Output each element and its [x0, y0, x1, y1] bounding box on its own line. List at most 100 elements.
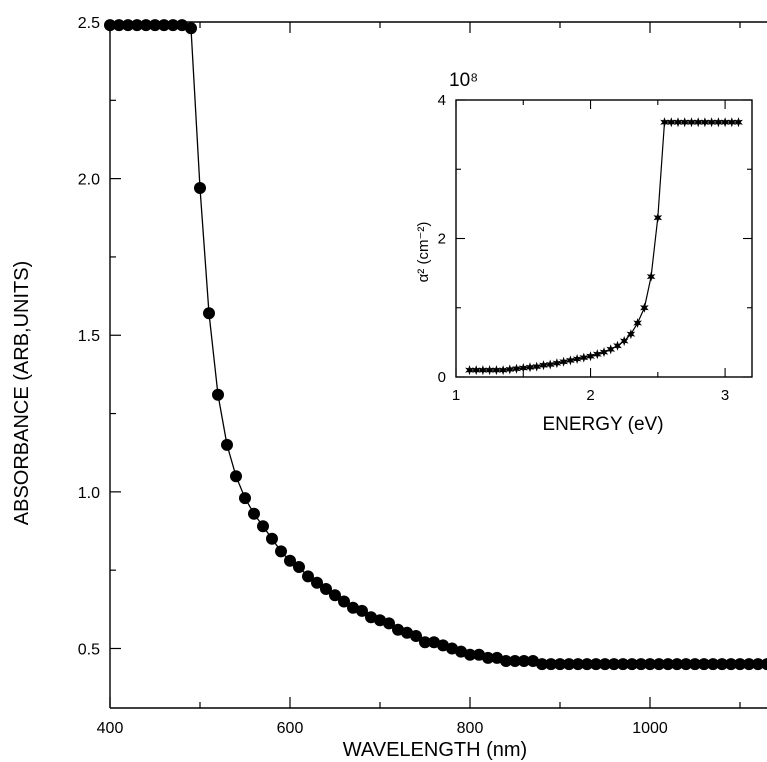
inset-data-point: [559, 356, 568, 367]
y-tick-label: 1.0: [78, 485, 100, 502]
data-point: [473, 648, 485, 661]
inset-data-point: [666, 117, 676, 128]
data-point: [212, 388, 224, 401]
data-point: [149, 19, 161, 32]
x-tick-label: 400: [97, 720, 124, 737]
data-point: [401, 626, 413, 639]
data-point: [500, 655, 512, 667]
data-point: [626, 658, 638, 671]
data-point: [599, 658, 611, 671]
inset-data-point: [673, 117, 683, 128]
data-point: [230, 470, 242, 483]
data-point: [122, 19, 134, 32]
data-point: [509, 655, 521, 667]
inset-data-point: [505, 364, 515, 375]
data-point: [113, 19, 125, 32]
data-point: [671, 658, 683, 671]
data-point: [140, 19, 152, 32]
main-series: [104, 19, 767, 671]
inset-frame-box: [455, 99, 753, 378]
data-point: [437, 639, 449, 652]
inset-data-point: [592, 349, 602, 360]
data-point: [284, 554, 296, 567]
inset-axis-ticks: [455, 99, 752, 378]
data-point: [329, 589, 341, 602]
data-point: [491, 651, 503, 664]
data-point: [338, 595, 350, 608]
inset-data-point: [646, 271, 656, 282]
inset-data-point: [734, 117, 743, 128]
y-axis-title: ABSORBANCE (ARB,UNITS): [11, 261, 33, 525]
inset-data-point: [619, 336, 629, 346]
data-point: [653, 658, 665, 671]
inset-data-point: [660, 117, 669, 128]
data-point: [536, 658, 548, 671]
data-point: [545, 658, 557, 671]
main-plot-frame: [109, 21, 767, 709]
inset-data-point: [572, 354, 582, 364]
data-point: [383, 617, 395, 630]
data-point: [761, 658, 767, 671]
data-point: [689, 658, 701, 671]
data-point: [347, 601, 359, 614]
y-tick-label: 1.5: [78, 328, 100, 345]
inset-data-point: [626, 329, 636, 340]
x-tick-label: 800: [457, 720, 484, 737]
inset-x-tick-label: 2: [586, 387, 594, 404]
data-point: [464, 648, 476, 661]
data-point: [680, 658, 692, 671]
inset-data-point: [613, 340, 622, 351]
inset-series: [465, 117, 743, 376]
y-tick-label: 0.5: [78, 641, 100, 658]
data-point: [257, 520, 269, 533]
data-point: [446, 642, 458, 655]
inset-data-point: [586, 351, 595, 362]
x-axis-title: WAVELENGTH (nm): [343, 739, 527, 761]
inset-data-point: [498, 365, 508, 376]
inset-data-point: [579, 352, 589, 363]
data-point: [356, 604, 368, 617]
data-point: [203, 307, 215, 320]
data-point: [428, 636, 440, 649]
data-point: [365, 611, 377, 624]
inset-plot-frame: [455, 99, 753, 378]
data-point: [275, 545, 287, 558]
inset-scale-label: 10⁸: [449, 70, 478, 91]
data-point: [635, 658, 647, 671]
x-tick-label: 1000: [632, 720, 668, 737]
inset-data-point: [693, 117, 703, 128]
inset-data-point: [539, 360, 548, 371]
data-point: [302, 570, 314, 583]
inset-x-tick-label: 1: [452, 387, 460, 404]
data-point: [410, 630, 422, 642]
inset-data-point: [525, 362, 535, 373]
data-point: [248, 507, 260, 520]
main-axis-ticks: [109, 21, 741, 708]
data-point: [662, 658, 674, 671]
inset-data-point: [653, 212, 663, 223]
data-point: [644, 658, 656, 671]
inset-data-point: [720, 117, 730, 128]
data-point: [194, 182, 206, 194]
inset-data-point: [606, 344, 616, 355]
inset-data-point: [707, 117, 716, 128]
data-point: [572, 658, 584, 671]
data-point: [185, 22, 197, 35]
data-point: [266, 532, 278, 545]
y-tick-label: 2.0: [78, 172, 100, 189]
data-point: [374, 614, 386, 627]
data-point: [419, 636, 431, 649]
data-point: [716, 658, 728, 671]
data-point: [743, 658, 755, 671]
data-point: [482, 651, 494, 664]
inset-data-point: [633, 318, 642, 328]
inset-data-point: [640, 302, 649, 313]
inset-data-point: [465, 365, 474, 376]
data-point: [158, 19, 170, 32]
inset-data-point: [700, 117, 710, 128]
data-point: [392, 623, 404, 636]
inset-data-point: [545, 359, 555, 370]
inset-data-point: [599, 347, 609, 358]
data-point: [734, 658, 746, 671]
